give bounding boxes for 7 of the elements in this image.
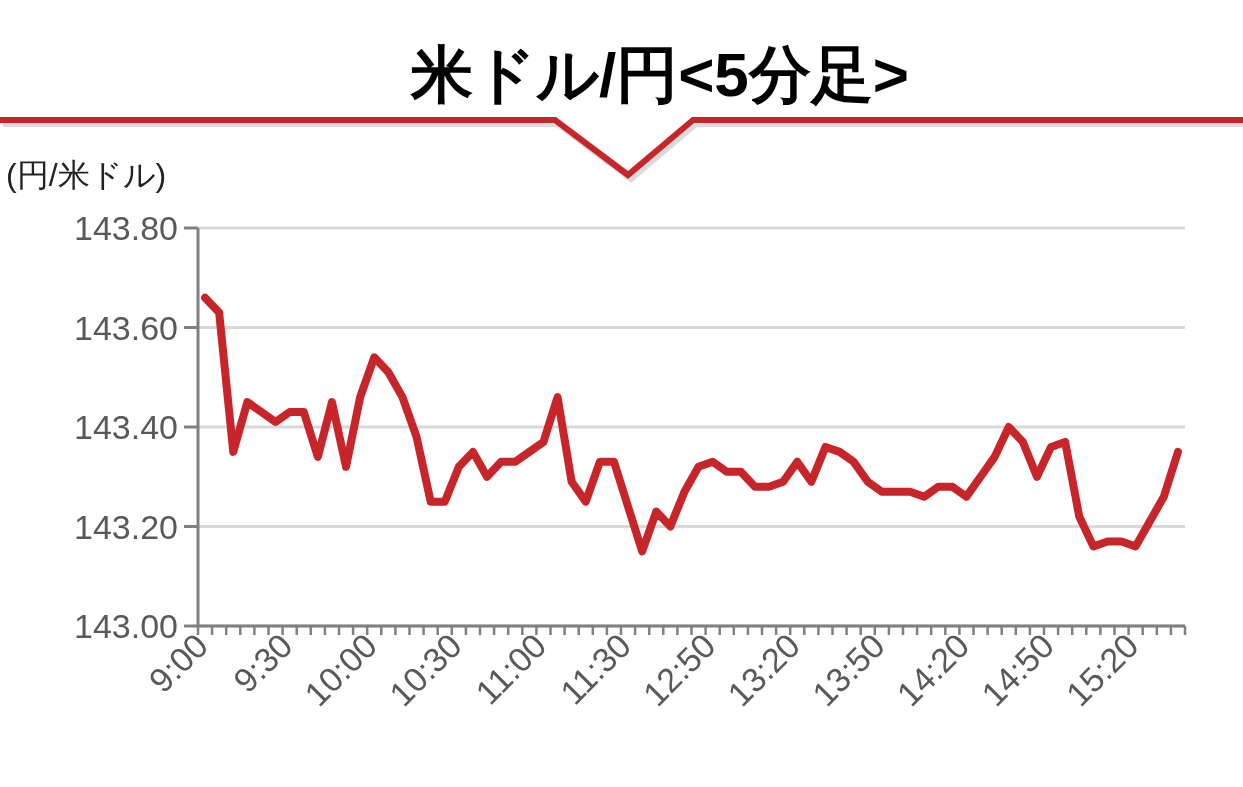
y-tick-label: 143.60 [74, 308, 178, 347]
x-tick-label: 9:30 [225, 626, 300, 700]
y-tick-label: 143.80 [74, 209, 178, 247]
chart-title: 米ドル/円<5分足> [409, 40, 910, 109]
y-tick-label: 143.20 [74, 507, 178, 546]
y-axis-title: (円/米ドル) [6, 157, 167, 193]
y-tick-label: 143.40 [74, 408, 178, 446]
